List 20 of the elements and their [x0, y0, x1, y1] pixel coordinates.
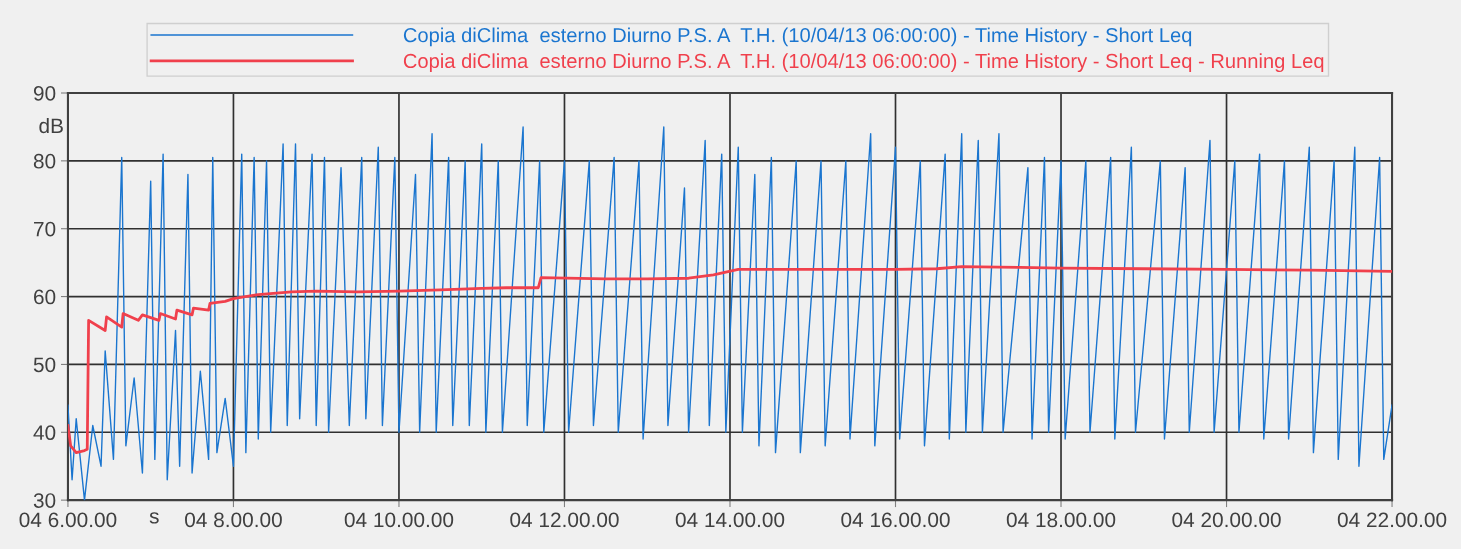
y-tick-label: 60	[34, 289, 56, 305]
x-tick-label: 04 16.00.00	[841, 512, 950, 528]
x-tick-label: 04 10.00.00	[344, 512, 454, 528]
x-tick-label: 04 18.00.00	[1006, 512, 1116, 528]
y-axis-title: dB	[39, 117, 63, 134]
x-tick-label: 04 20.00.00	[1172, 512, 1281, 528]
x-tick-label: 04 14.00.00	[675, 512, 785, 528]
y-tick-label: 90	[33, 86, 56, 101]
y-tick-label: 50	[33, 357, 56, 373]
x-axis-title: s	[149, 512, 159, 524]
y-tick-label: 70	[34, 221, 56, 237]
x-tick-label: 04 12.00.00	[510, 512, 619, 528]
x-tick-label: 04 6.00.00	[19, 512, 117, 528]
x-tick-label: 04 22.00.00	[1337, 512, 1447, 528]
y-tick-label: 80	[33, 153, 56, 169]
y-tick-label: 30	[33, 493, 56, 508]
text: Copia diClima esterno Diurno P.S. A T.H. (10/04/13 06:00:00) - Time History - Short Leq	[403, 27, 1192, 47]
text: Copia diClima esterno Diurno P.S. A T.H. (10/04/13 06:00:00) - Time History - Short Leq - Running Leq	[403, 53, 1324, 73]
x-tick-label: 04 8.00.00	[185, 512, 282, 528]
y-tick-label: 40	[33, 425, 56, 441]
